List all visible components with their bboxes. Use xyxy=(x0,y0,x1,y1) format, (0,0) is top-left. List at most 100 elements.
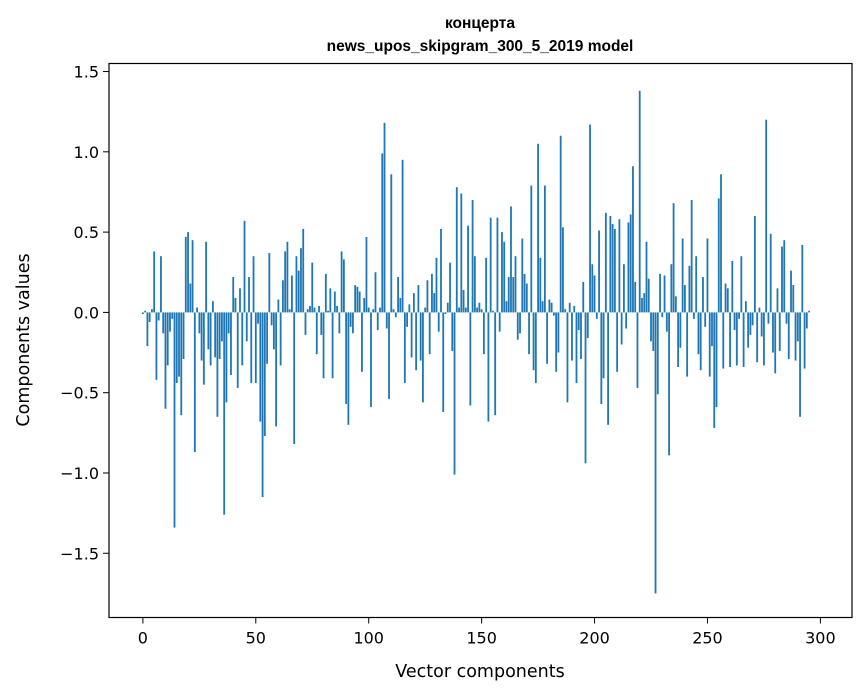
bar xyxy=(722,312,725,369)
bar xyxy=(724,283,727,313)
bar xyxy=(530,185,533,313)
bar xyxy=(575,312,578,384)
bar xyxy=(453,312,456,475)
bar xyxy=(442,312,445,412)
bar xyxy=(801,244,804,313)
bar xyxy=(501,232,503,313)
bar xyxy=(778,312,781,351)
bar xyxy=(148,312,151,323)
bar xyxy=(742,312,745,367)
bar xyxy=(760,312,763,337)
bar xyxy=(471,199,474,313)
bar xyxy=(157,312,160,321)
bar xyxy=(349,312,352,327)
bar xyxy=(482,312,485,355)
bar xyxy=(627,222,630,313)
bar xyxy=(799,312,801,417)
bar xyxy=(209,312,212,366)
bar xyxy=(250,312,253,384)
bar xyxy=(415,312,418,371)
y-tick-label: −0.5 xyxy=(60,384,99,403)
bar xyxy=(252,256,255,313)
bar xyxy=(309,305,311,313)
bar xyxy=(361,312,363,372)
bar xyxy=(144,310,147,313)
bar xyxy=(512,277,515,313)
bar xyxy=(683,285,686,313)
bar xyxy=(379,307,381,313)
bar xyxy=(182,312,185,359)
bar xyxy=(424,307,427,313)
bar xyxy=(654,312,657,594)
bar xyxy=(397,277,399,313)
bar xyxy=(785,312,788,324)
bar xyxy=(489,217,492,313)
bar xyxy=(729,312,731,367)
bar xyxy=(248,277,250,313)
bar xyxy=(758,307,761,313)
bar xyxy=(562,227,564,313)
bar xyxy=(216,312,219,417)
x-tick-label: 100 xyxy=(353,629,384,648)
bar xyxy=(428,312,431,355)
bar xyxy=(412,293,415,313)
bar xyxy=(259,312,262,422)
bar xyxy=(733,312,736,331)
bar xyxy=(155,312,158,380)
bars-group xyxy=(141,90,810,594)
bar xyxy=(392,309,395,313)
bar xyxy=(232,277,235,313)
bar xyxy=(446,302,449,313)
bar xyxy=(245,312,248,342)
bar xyxy=(519,312,521,334)
bar xyxy=(196,307,198,313)
bar xyxy=(171,312,174,319)
bar xyxy=(805,312,808,329)
bar xyxy=(582,281,585,313)
bar xyxy=(300,248,302,313)
bar xyxy=(652,312,655,351)
bar xyxy=(586,312,589,339)
bar xyxy=(656,312,659,395)
bar xyxy=(464,307,467,313)
y-axis-ticks: −1.5 −1.0 −0.5 0.0 0.5 1.0 1.5 xyxy=(60,63,109,563)
bar xyxy=(670,264,673,313)
bar xyxy=(189,283,192,313)
y-axis-label: Components values xyxy=(14,253,34,426)
bar xyxy=(444,312,447,315)
bar xyxy=(354,285,357,313)
bar xyxy=(365,236,368,313)
bar xyxy=(647,278,650,313)
bar xyxy=(632,166,634,313)
bar xyxy=(525,283,528,313)
bar xyxy=(270,312,273,326)
bar xyxy=(634,281,637,313)
bar xyxy=(625,312,628,329)
bar xyxy=(340,251,343,313)
bar xyxy=(650,312,652,342)
bar xyxy=(503,241,506,313)
bar xyxy=(211,301,214,313)
bar xyxy=(347,312,350,425)
bar xyxy=(715,312,718,408)
bar xyxy=(713,312,716,429)
bar xyxy=(175,312,178,384)
bar xyxy=(370,312,372,408)
bar xyxy=(668,312,670,456)
bar xyxy=(225,312,228,403)
bar xyxy=(408,304,411,313)
bar xyxy=(440,228,442,313)
x-tick-label: 250 xyxy=(692,629,723,648)
bar xyxy=(169,312,171,332)
bar xyxy=(803,312,806,369)
bar xyxy=(184,236,187,313)
x-axis-ticks: 0 50 100 150 200 250 300 xyxy=(138,617,836,648)
bar xyxy=(302,228,305,313)
bar xyxy=(693,312,695,319)
bar xyxy=(394,312,397,318)
bar xyxy=(141,312,144,315)
bar xyxy=(462,289,465,313)
bar xyxy=(756,312,759,363)
bar xyxy=(571,312,573,361)
bar xyxy=(277,299,280,313)
